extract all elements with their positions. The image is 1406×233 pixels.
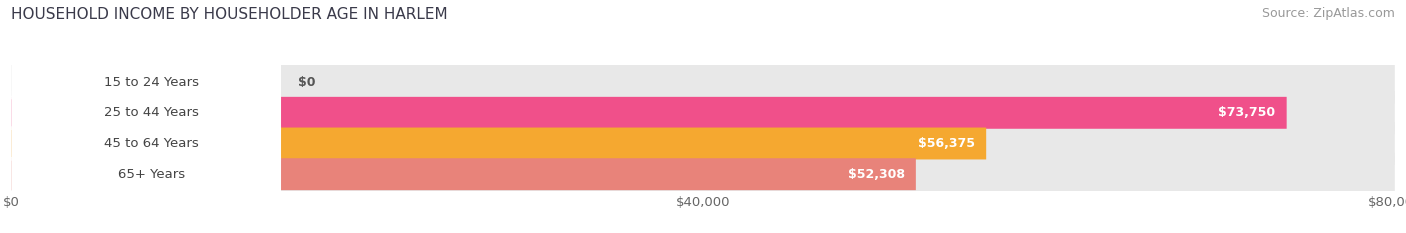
Text: $73,750: $73,750 — [1219, 106, 1275, 119]
Text: $0: $0 — [298, 76, 315, 89]
FancyBboxPatch shape — [11, 127, 986, 159]
Text: $52,308: $52,308 — [848, 168, 905, 181]
FancyBboxPatch shape — [11, 65, 281, 99]
FancyBboxPatch shape — [11, 126, 281, 161]
FancyBboxPatch shape — [11, 96, 281, 130]
FancyBboxPatch shape — [11, 153, 1395, 196]
Text: 25 to 44 Years: 25 to 44 Years — [104, 106, 200, 119]
FancyBboxPatch shape — [11, 157, 281, 191]
FancyBboxPatch shape — [11, 61, 1395, 104]
Text: $56,375: $56,375 — [918, 137, 976, 150]
Text: 15 to 24 Years: 15 to 24 Years — [104, 76, 200, 89]
Text: 65+ Years: 65+ Years — [118, 168, 186, 181]
Text: HOUSEHOLD INCOME BY HOUSEHOLDER AGE IN HARLEM: HOUSEHOLD INCOME BY HOUSEHOLDER AGE IN H… — [11, 7, 449, 22]
FancyBboxPatch shape — [11, 122, 1395, 165]
Text: Source: ZipAtlas.com: Source: ZipAtlas.com — [1261, 7, 1395, 20]
Text: 45 to 64 Years: 45 to 64 Years — [104, 137, 198, 150]
FancyBboxPatch shape — [11, 91, 1395, 134]
FancyBboxPatch shape — [11, 158, 915, 190]
FancyBboxPatch shape — [11, 97, 1286, 129]
